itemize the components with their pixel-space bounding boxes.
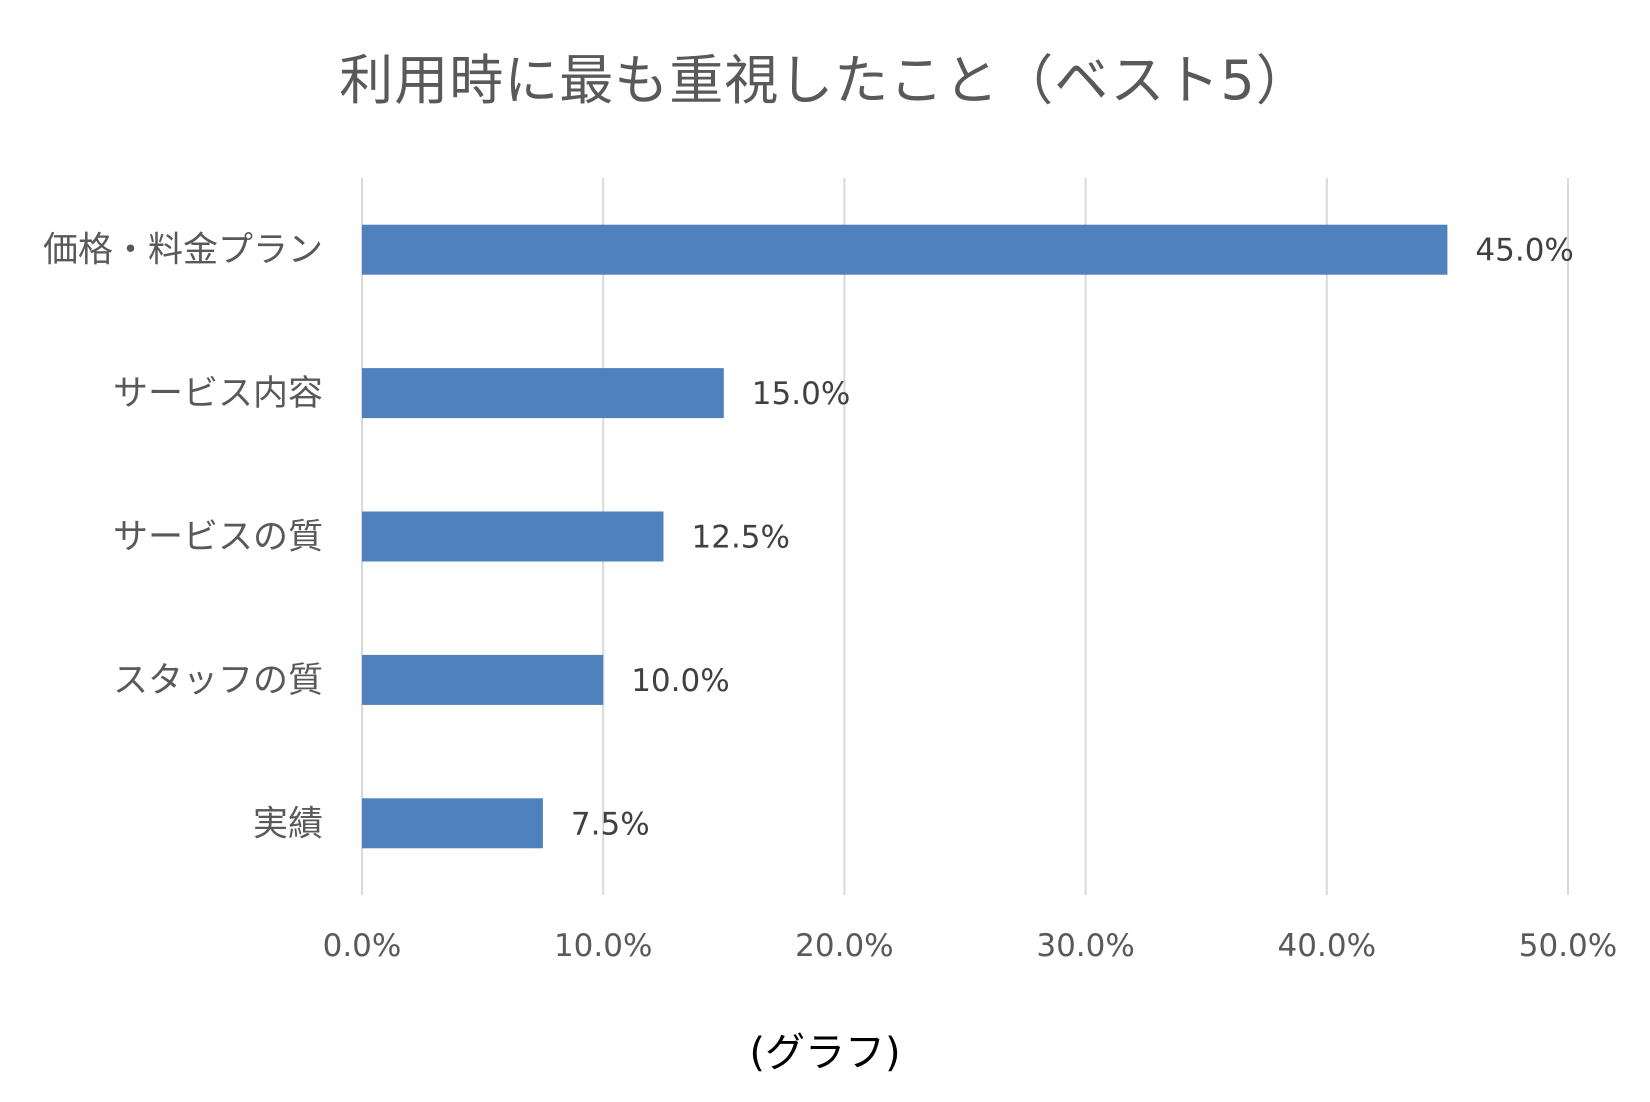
chart-title: 利用時に最も重視したこと（ベスト5）	[339, 49, 1311, 112]
data-label: 12.5%	[692, 520, 790, 556]
category-label: サービス内容	[113, 374, 323, 414]
x-tick-label: 30.0%	[1036, 928, 1134, 964]
graph-caption: (グラフ)	[749, 1030, 901, 1076]
data-label: 7.5%	[571, 806, 650, 842]
data-label: 15.0%	[752, 376, 850, 412]
data-labels: 45.0% 15.0% 12.5% 10.0% 7.5%	[571, 233, 1574, 843]
data-label: 45.0%	[1475, 233, 1573, 269]
x-axis-tick-labels: 0.0% 10.0% 20.0% 30.0% 40.0% 50.0%	[323, 928, 1618, 964]
bar	[362, 511, 664, 562]
data-label: 10.0%	[631, 663, 729, 699]
x-tick-label: 50.0%	[1519, 928, 1617, 964]
category-label: 価格・料金プラン	[43, 231, 323, 271]
bar	[362, 368, 724, 419]
bar	[362, 654, 604, 705]
x-tick-label: 0.0%	[323, 928, 402, 964]
category-label: サービスの質	[113, 518, 323, 558]
bars	[362, 224, 1448, 849]
bar	[362, 224, 1448, 275]
category-label: スタッフの質	[113, 661, 323, 701]
x-tick-label: 10.0%	[554, 928, 652, 964]
x-tick-label: 40.0%	[1278, 928, 1376, 964]
bar	[362, 798, 543, 849]
category-label: 実績	[253, 804, 323, 844]
x-tick-label: 20.0%	[795, 928, 893, 964]
